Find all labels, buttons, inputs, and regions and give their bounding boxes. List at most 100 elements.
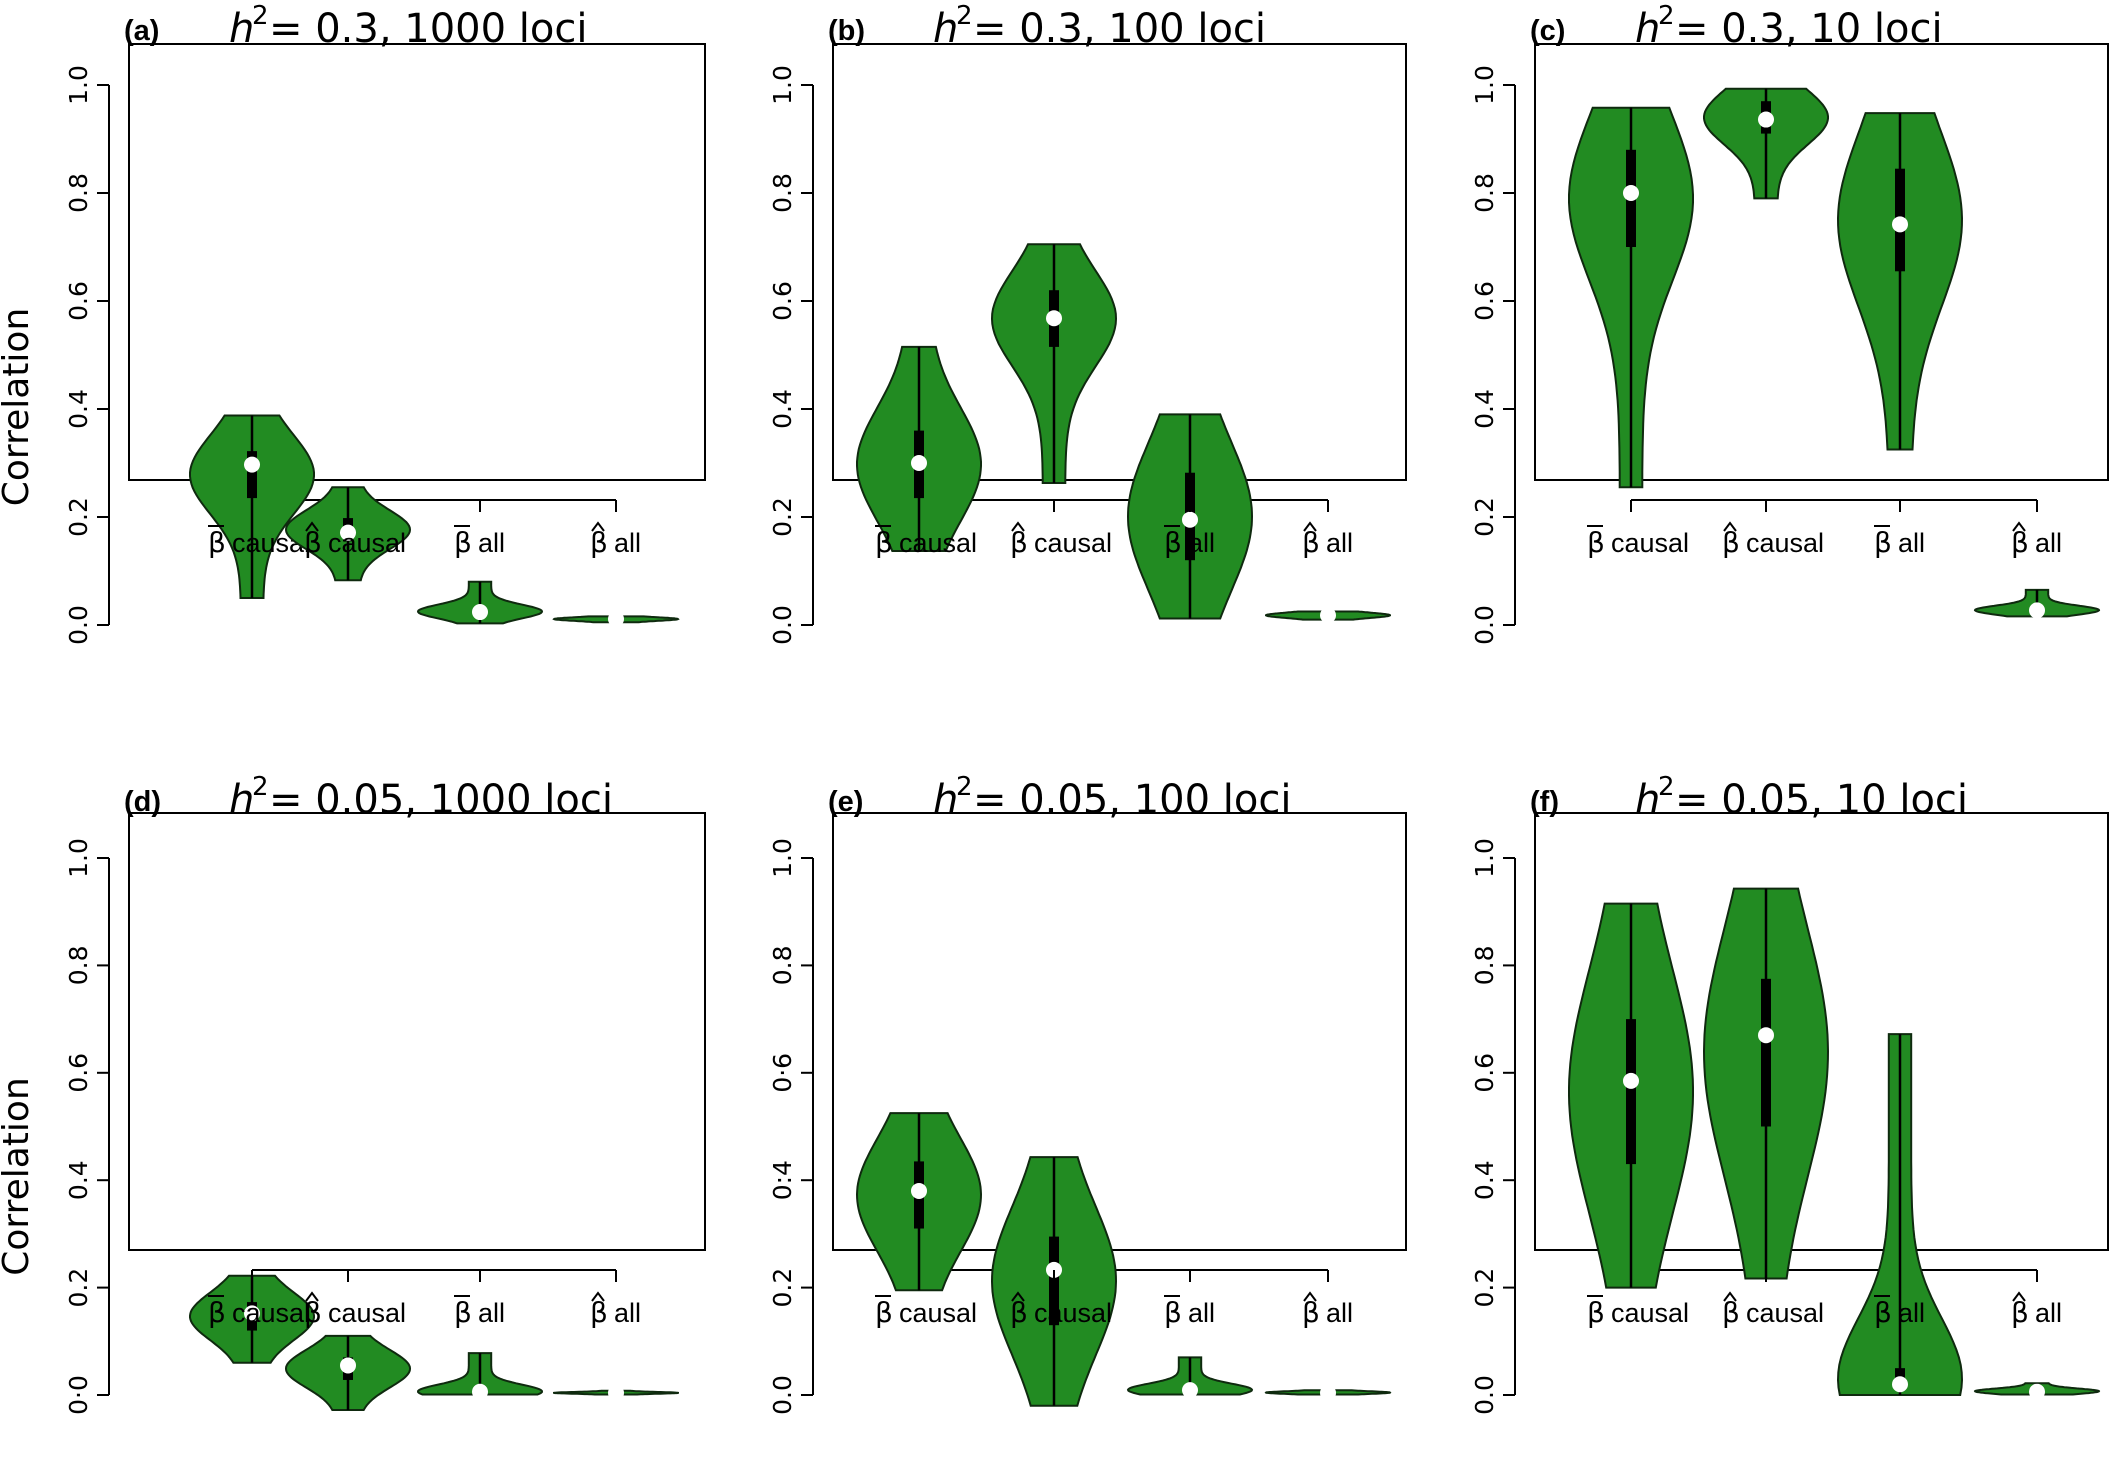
y-tick-label: 1.0	[768, 838, 797, 878]
y-tick-label: 1.0	[1470, 838, 1499, 878]
beta-symbol: β	[1587, 1296, 1605, 1329]
violin-1	[189, 1274, 315, 1364]
y-tick-label: 1.0	[1470, 65, 1499, 105]
title-h-symbol: h	[933, 777, 958, 823]
beta-symbol: β	[1874, 1296, 1892, 1329]
violin-median-point	[2029, 602, 2045, 619]
beta-symbol: β	[590, 526, 608, 559]
violin-4	[1973, 1382, 2101, 1400]
y-tick-label: 0.8	[768, 946, 797, 986]
violin-3	[1836, 112, 1964, 451]
y-tick-label: 0·6	[768, 1053, 797, 1093]
panel-d: (d) h2 = 0.05, 1000 loci0·00.20.40.60.81.0…	[64, 772, 706, 1415]
y-tick-label: 0.0	[1470, 1375, 1499, 1415]
beta-symbol: β	[1302, 526, 1320, 559]
x-category-label: all	[2035, 528, 2062, 558]
violin-4	[1973, 588, 2101, 619]
violin-median-point	[1320, 1384, 1336, 1401]
violin-median-point	[1320, 607, 1336, 624]
beta-hat-accent	[1723, 521, 1737, 532]
y-tick-label: 0.6	[1470, 281, 1499, 321]
y-tick-label: 0.8	[64, 173, 93, 213]
title-superscript: 2	[1658, 1, 1675, 31]
plot-frame	[832, 812, 1407, 1251]
y-tick-label: 0.8	[64, 946, 93, 986]
title-superscript: 2	[252, 772, 269, 802]
x-category-label: causal	[1611, 1298, 1689, 1328]
beta-hat-accent	[591, 1291, 605, 1302]
x-category-label: all	[478, 528, 505, 558]
y-tick-label: 0.4	[64, 1160, 93, 1200]
violin-median-point	[1892, 216, 1908, 233]
violin-median-point	[472, 604, 488, 621]
y-tick-label: 0.2	[768, 497, 797, 537]
violin-2	[990, 243, 1118, 484]
violin-1	[1568, 902, 1694, 1289]
x-category-label: all	[2035, 1298, 2062, 1328]
title-h-symbol: h	[229, 777, 254, 823]
beta-symbol: β	[1874, 526, 1892, 559]
violin-median-point	[340, 524, 356, 541]
plot-frame	[832, 43, 1407, 481]
violin-median-point	[911, 455, 927, 471]
beta-symbol: β	[2011, 1296, 2029, 1329]
x-category-label: all	[1898, 1298, 1925, 1328]
beta-hat-accent	[1303, 521, 1317, 532]
violin-median-point	[1182, 1382, 1198, 1399]
beta-symbol: β	[590, 1296, 608, 1329]
x-category-label: causal	[328, 1298, 406, 1328]
y-tick-label: 0.6	[64, 281, 93, 321]
violin-iqr-box	[1761, 978, 1771, 1127]
beta-symbol: β	[1164, 526, 1182, 559]
y-tick-label: 0.2	[64, 1268, 93, 1308]
beta-symbol: β	[454, 526, 472, 559]
title-h-symbol: h	[933, 6, 958, 52]
beta-symbol: β	[875, 1296, 893, 1329]
x-category-label: causal	[232, 1298, 310, 1328]
x-category-label: all	[614, 1298, 641, 1328]
y-tick-label: 0.8	[1470, 173, 1499, 213]
y-tick-label: 0.4	[1470, 389, 1499, 429]
panel-title: = 0.3, 10 loci	[1675, 6, 1943, 52]
beta-hat-accent	[305, 521, 319, 532]
violin-median-point	[244, 1305, 260, 1322]
x-category-label: causal	[899, 1298, 977, 1328]
panel-letter: (b)	[828, 15, 865, 47]
beta-hat-accent	[305, 1291, 319, 1302]
beta-hat-accent	[1011, 521, 1025, 532]
violin-median-point	[244, 456, 260, 473]
panel-letter: (a)	[124, 15, 159, 47]
beta-symbol: β	[454, 1296, 472, 1329]
panel-a: (a) h2 = 0.3, 1000 loci 0.0 0.2 0.4 0.6 0.8 1.0 β…	[64, 1, 706, 645]
beta-symbol: β	[1010, 526, 1028, 559]
y-tick-label: 0.4	[768, 389, 797, 429]
x-category-label: causal	[328, 528, 406, 558]
violin-4	[1264, 1384, 1392, 1401]
violin-median-point	[1046, 1261, 1062, 1278]
panel-e: (e) h2 = 0.05, 100 loci0.00.20:40·60.81.0β…	[768, 772, 1407, 1415]
beta-hat-accent	[1723, 1291, 1737, 1302]
x-category-label: causal	[1746, 1298, 1824, 1328]
title-h-symbol: h	[1635, 777, 1660, 823]
violin-4	[1265, 607, 1391, 624]
violin-1	[855, 1112, 983, 1292]
y-tick-label: 0.8	[1470, 946, 1499, 986]
y-tick-label: 0.4	[1470, 1160, 1499, 1200]
y-tick-label: 0.2	[64, 497, 93, 537]
beta-hat-accent	[2012, 521, 2026, 532]
violin-median-point	[608, 611, 624, 628]
violin-median-point	[1046, 310, 1062, 327]
violin-3	[416, 1352, 544, 1400]
y-tick-label: 1.0	[64, 65, 93, 105]
violin-2	[1703, 87, 1829, 200]
beta-symbol: β	[1722, 1296, 1740, 1329]
violin-2	[1702, 887, 1830, 1280]
violin-iqr-box	[247, 451, 257, 499]
y-tick-label: 0.2	[1470, 497, 1499, 537]
y-tick-label: 0.2	[768, 1268, 797, 1308]
violin-median-point	[1623, 185, 1639, 201]
violin-median-point	[340, 1357, 356, 1374]
plot-frame	[1534, 43, 2109, 481]
